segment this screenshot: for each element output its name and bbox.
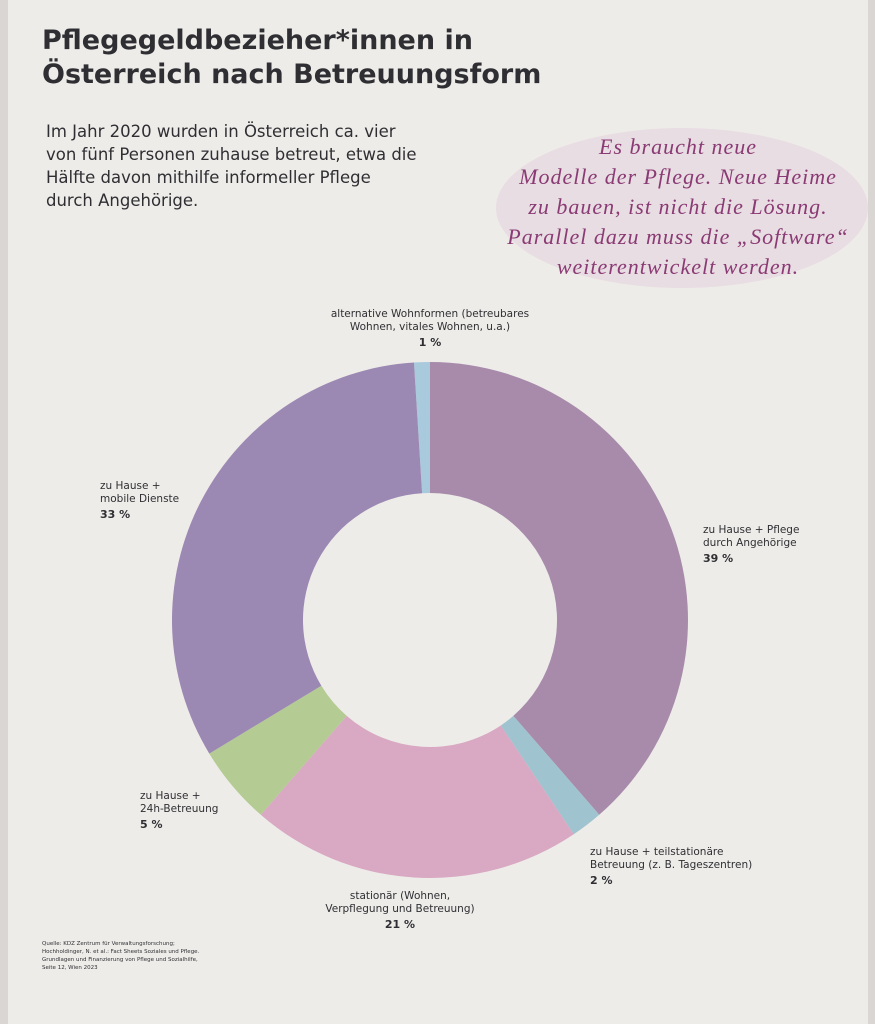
donut-segment [209,685,347,815]
value-label: 39 % [703,552,734,565]
category-label: alternative Wohnformen (betreubares Wohn… [330,308,530,333]
donut-segment [413,362,430,494]
category-label: zu Hause + mobile Dienste [100,480,180,505]
chart [172,362,688,878]
chart-title: Pflegegeldbezieher*innen in Österreich n… [42,25,542,90]
segment-label: stationär (Wohnen, Verpflegung und Betre… [300,890,500,931]
donut-segment [500,715,600,835]
value-label: 1 % [418,336,442,349]
category-label: zu Hause + Pflege durch Angehörige [703,524,800,549]
segment-label: zu Hause + 24h-Betreuung 5 % [140,790,260,831]
segment-label: zu Hause + teilstationäre Betreuung (z. … [590,846,790,887]
donut-segment [172,362,423,754]
category-label: stationär (Wohnen, Verpflegung und Betre… [325,890,475,915]
value-label: 2 % [590,874,613,887]
category-label: zu Hause + teilstationäre Betreuung (z. … [590,846,753,871]
value-label: 5 % [140,818,163,831]
segment-label: zu Hause + mobile Dienste 33 % [100,480,220,521]
annotation-background [496,128,868,288]
source: Quelle: KDZ Zentrum für Verwaltungsforsc… [42,941,200,971]
donut-segment [430,362,688,815]
category-label: zu Hause + 24h-Betreuung [140,790,219,815]
subtitle: Im Jahr 2020 wurden in Österreich ca. vi… [46,122,417,210]
donut-segment [260,715,574,878]
segment-label: zu Hause + Pflege durch Angehörige 39 % [703,524,863,565]
annotation: Es braucht neue Modelle der Pflege. Neue… [507,134,849,279]
segment-label: alternative Wohnformen (betreubares Wohn… [330,308,530,349]
poster: Pflegegeldbezieher*innen in Österreich n… [8,0,868,1024]
value-label: 33 % [100,508,131,521]
value-label: 21 % [384,918,416,931]
